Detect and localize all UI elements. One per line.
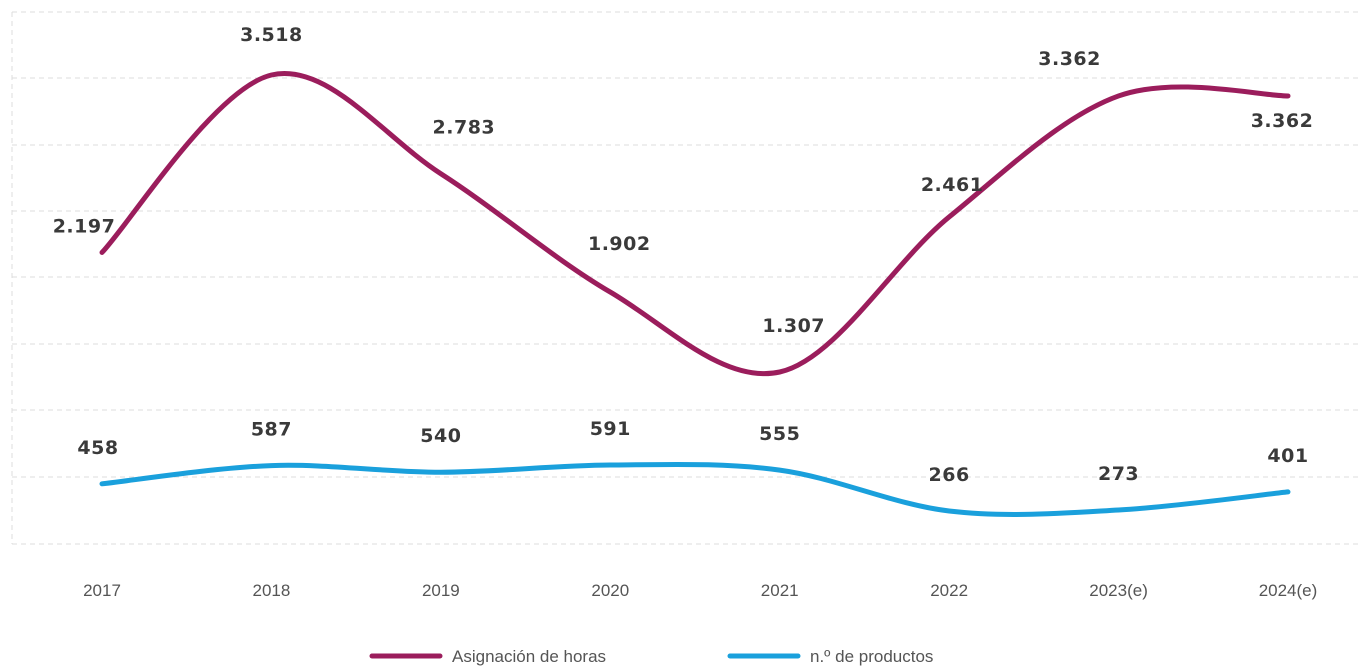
series-line-1 — [99, 461, 1291, 517]
x-tick-label: 2019 — [422, 581, 460, 600]
series-lines — [99, 71, 1291, 517]
data-label: 2.461 — [921, 174, 984, 196]
data-label: 3.518 — [240, 24, 303, 46]
x-tick-label: 2021 — [761, 581, 799, 600]
legend-label: n.º de productos — [810, 647, 933, 666]
legend-label: Asignación de horas — [452, 647, 606, 666]
x-tick-label: 2018 — [253, 581, 291, 600]
x-tick-label: 2023(e) — [1089, 581, 1148, 600]
legend-item: Asignación de horas — [369, 647, 606, 666]
data-label: 2.197 — [53, 215, 116, 237]
series-line-0 — [99, 71, 1291, 377]
x-axis: 2017 2018 2019 2020 2021 2022 2023(e) 2024(e) — [83, 581, 1317, 600]
data-label: 555 — [759, 423, 800, 445]
data-label: 401 — [1267, 445, 1308, 467]
x-tick-label: 2020 — [591, 581, 629, 600]
x-tick-label: 2022 — [930, 581, 968, 600]
data-label: 266 — [929, 464, 970, 486]
data-label: 540 — [420, 425, 461, 447]
legend: Asignación de horas n.º de productos — [369, 647, 933, 666]
data-label: 591 — [590, 418, 631, 440]
data-label: 3.362 — [1038, 48, 1101, 70]
legend-item: n.º de productos — [727, 647, 933, 666]
data-label: 587 — [251, 419, 292, 441]
x-tick-label: 2024(e) — [1259, 581, 1318, 600]
data-label: 1.902 — [588, 233, 651, 255]
x-tick-label: 2017 — [83, 581, 121, 600]
data-label: 2.783 — [433, 117, 496, 139]
data-label: 458 — [77, 437, 118, 459]
data-label: 273 — [1098, 463, 1139, 485]
data-label: 1.307 — [762, 315, 825, 337]
data-label: 3.362 — [1251, 110, 1314, 132]
data-labels: 2.197 3.518 2.783 1.902 1.307 2.461 3.362 3.362… — [53, 24, 1314, 486]
